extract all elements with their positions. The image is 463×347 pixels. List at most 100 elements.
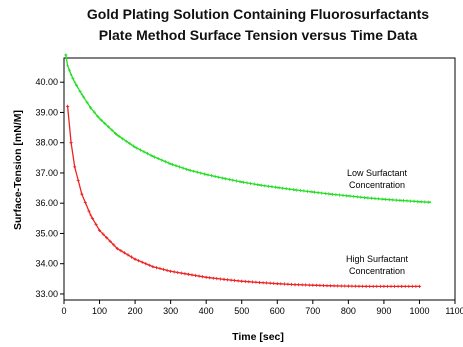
- series-marker-0: [217, 175, 221, 179]
- series-marker-0: [359, 195, 363, 199]
- series-marker-1: [140, 260, 144, 264]
- series-marker-0: [288, 187, 292, 191]
- y-axis-label: Surface-Tension [mN/M]: [12, 110, 24, 230]
- data-point-0: [294, 188, 296, 191]
- data-point-0: [64, 54, 67, 56]
- series-marker-0: [192, 169, 196, 173]
- plot-area: 0 100 200 300 400 500 600 700 800 900 1000 1100 33.0…: [35, 53, 463, 316]
- series-marker-1: [279, 282, 283, 286]
- series-marker-0: [195, 170, 199, 174]
- series-marker-1: [247, 280, 251, 284]
- data-point-0: [382, 198, 385, 201]
- data-point-1: [311, 284, 314, 287]
- series-marker-0: [82, 95, 86, 99]
- y-tick-label: 38.00: [35, 138, 58, 148]
- series-marker-1: [375, 284, 379, 288]
- series-marker-1: [190, 273, 194, 277]
- series-marker-0: [99, 118, 103, 122]
- series-marker-1: [83, 201, 87, 205]
- series-marker-1: [90, 216, 94, 220]
- y-tick-label: 37.00: [35, 168, 58, 178]
- data-point-1: [98, 229, 101, 232]
- data-point-0: [429, 201, 432, 204]
- series-marker-0: [305, 189, 310, 193]
- series-marker-0: [96, 114, 100, 118]
- series-marker-0: [270, 185, 274, 189]
- series-marker-1: [229, 278, 233, 282]
- data-point-1: [151, 265, 154, 268]
- series-marker-1: [119, 249, 123, 253]
- series-marker-1: [297, 283, 301, 287]
- series-marker-0: [412, 199, 416, 203]
- series-marker-1: [343, 284, 347, 288]
- series-marker-1: [211, 276, 215, 280]
- series-marker-1: [158, 266, 162, 271]
- series-marker-0: [128, 142, 132, 146]
- series-marker-1: [215, 277, 219, 281]
- series-marker-1: [304, 283, 308, 287]
- series-marker-0: [106, 125, 110, 129]
- series-marker-1: [325, 284, 329, 288]
- series-marker-0: [252, 182, 256, 186]
- y-tick-label: 39.00: [35, 107, 58, 117]
- series-marker-0: [113, 131, 118, 136]
- series-marker-0: [163, 160, 167, 164]
- series-marker-1: [129, 255, 134, 259]
- x-tick-label: 700: [305, 306, 320, 316]
- series-marker-0: [213, 174, 217, 178]
- data-point-1: [70, 141, 73, 144]
- series-marker-1: [144, 262, 148, 266]
- data-point-0: [311, 191, 314, 193]
- data-point-0: [151, 155, 154, 158]
- data-point-1: [400, 285, 403, 288]
- series-marker-1: [393, 284, 397, 288]
- series-marker-1: [378, 284, 382, 288]
- series-marker-1: [250, 280, 254, 284]
- x-tick-label: 600: [270, 306, 285, 316]
- series-marker-1: [332, 284, 336, 288]
- series-marker-0: [284, 187, 288, 191]
- series-marker-0: [85, 100, 89, 105]
- annotation-high-line1: High Surfactant: [346, 254, 409, 264]
- data-point-0: [418, 200, 421, 203]
- series-marker-1: [154, 266, 158, 270]
- series-marker-1: [197, 274, 201, 278]
- data-point-0: [347, 194, 350, 197]
- series-marker-0: [323, 191, 327, 196]
- series-marker-1: [350, 284, 354, 288]
- y-tick-label: 36.00: [35, 198, 58, 208]
- series-marker-0: [92, 110, 96, 114]
- data-point-1: [89, 214, 92, 217]
- data-point-1: [294, 283, 296, 286]
- series-marker-1: [268, 281, 272, 285]
- series-marker-1: [265, 281, 269, 285]
- series-marker-0: [177, 165, 182, 169]
- series-marker-0: [74, 83, 78, 87]
- series-marker-1: [201, 275, 205, 279]
- series-marker-1: [122, 251, 126, 255]
- series-marker-0: [377, 197, 381, 201]
- data-point-0: [400, 199, 403, 202]
- data-point-1: [116, 247, 119, 250]
- data-point-1: [223, 278, 225, 281]
- series-marker-1: [76, 178, 80, 183]
- series-marker-1: [101, 232, 105, 236]
- series-marker-0: [78, 89, 82, 93]
- x-tick-label: 500: [234, 306, 249, 316]
- series-marker-0: [234, 179, 238, 183]
- series-marker-1: [108, 239, 112, 243]
- series-marker-1: [137, 259, 141, 263]
- y-tick-label: 35.00: [35, 228, 58, 238]
- plot-frame: [63, 57, 456, 301]
- series-marker-0: [266, 184, 270, 188]
- series-marker-1: [307, 283, 311, 287]
- series-marker-1: [361, 284, 365, 288]
- data-point-1: [169, 270, 172, 273]
- series-marker-0: [405, 199, 409, 203]
- series-marker-1: [318, 283, 322, 287]
- series-marker-1: [357, 284, 361, 288]
- data-point-0: [134, 146, 137, 149]
- series-marker-1: [233, 278, 237, 283]
- series-marker-1: [407, 284, 411, 288]
- series-marker-0: [153, 155, 157, 159]
